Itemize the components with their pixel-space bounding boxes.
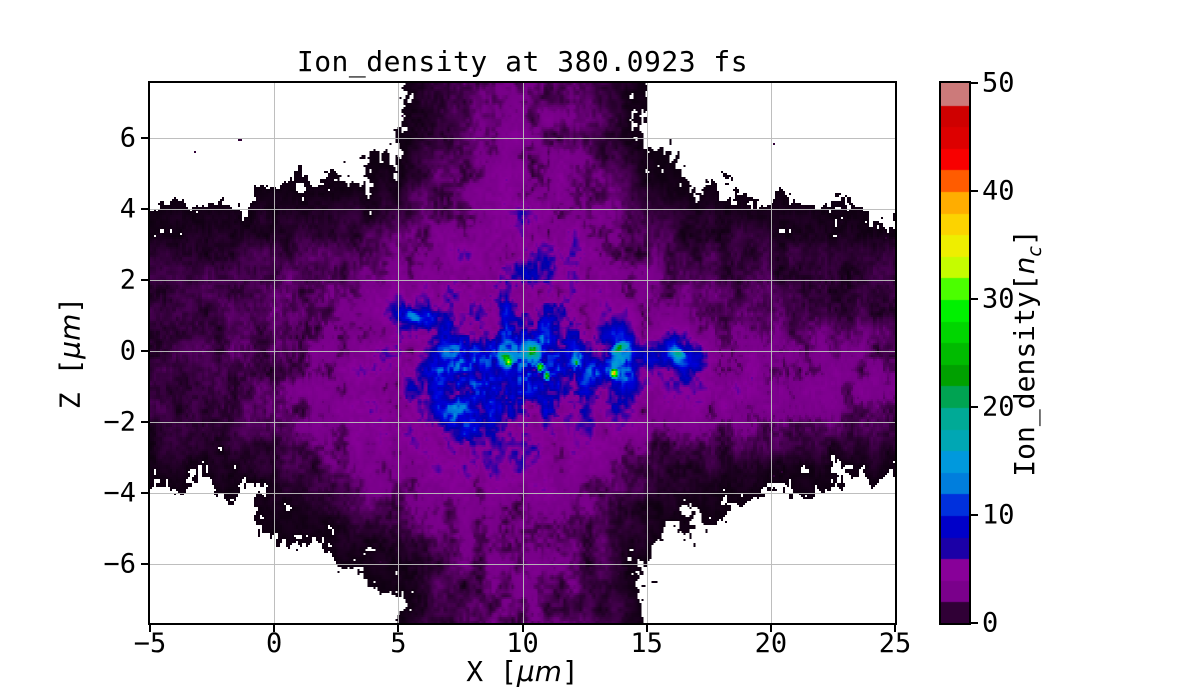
x-tick--5 [149, 625, 151, 632]
y-tick-0 [141, 350, 148, 353]
x-tick-label--5: −5 [133, 628, 167, 659]
x-axis-label-text: X [ [466, 655, 517, 688]
colorbar-label-text: Ion_density[ [1008, 274, 1042, 477]
x-tick-20 [769, 625, 772, 632]
y-axis-unit: μm [53, 313, 87, 359]
x-tick-5 [397, 625, 400, 632]
colorbar-tick-20 [971, 406, 978, 408]
colorbar-tick-40 [971, 190, 978, 192]
gridline-z-4 [150, 209, 895, 211]
colorbar-label: Ion_density[nc] [1008, 229, 1046, 476]
gridline-z--4 [150, 493, 895, 495]
colorbar-label-suffix: ] [1008, 229, 1042, 247]
colorbar-tick-label-30: 30 [982, 283, 1015, 315]
x-tick-10 [521, 625, 524, 632]
y-tick-label-2: 2 [119, 264, 136, 296]
y-tick-label--6: −6 [103, 548, 136, 580]
gridline-x-15 [646, 83, 648, 623]
x-tick-15 [645, 625, 648, 632]
colorbar-label-sub: c [1023, 246, 1046, 257]
gridline-z--6 [150, 564, 895, 566]
y-axis-label-suffix: ] [53, 296, 87, 314]
gridline-z-0 [150, 351, 895, 353]
y-tick-label--2: −2 [103, 406, 136, 438]
gridline-z-6 [150, 138, 895, 140]
y-tick--2 [141, 421, 148, 424]
y-tick-label--4: −4 [103, 477, 136, 509]
x-tick-label-10: 10 [506, 628, 539, 659]
x-axis-unit: μm [516, 655, 562, 688]
x-tick-label-0: 0 [266, 628, 283, 659]
colorbar-tick-label-10: 10 [982, 499, 1015, 531]
y-tick-label-4: 4 [119, 193, 136, 225]
colorbar-tick-0 [971, 622, 978, 624]
y-tick--4 [141, 492, 148, 495]
x-tick-label-20: 20 [754, 628, 788, 659]
colorbar [939, 81, 971, 625]
colorbar-tick-10 [971, 514, 978, 516]
x-axis-label: X [μm] [148, 655, 897, 688]
x-tick-label-25: 25 [878, 628, 912, 659]
y-tick-4 [141, 208, 148, 211]
gridline-x-20 [770, 83, 772, 623]
y-tick-label-0: 0 [119, 335, 136, 367]
y-tick-label-6: 6 [119, 122, 136, 154]
gridline-z--2 [150, 422, 895, 424]
colorbar-tick-50 [971, 82, 978, 84]
x-tick-25 [894, 625, 896, 632]
gridline-x-0 [274, 83, 276, 623]
colorbar-tick-30 [971, 298, 978, 300]
gridline-x-5 [398, 83, 400, 623]
gridline-x-10 [522, 83, 524, 623]
x-tick-label-5: 5 [390, 628, 407, 659]
colorbar-tick-label-40: 40 [982, 175, 1015, 207]
x-tick-label-15: 15 [630, 628, 663, 659]
colorbar-label-var: n [1008, 256, 1042, 275]
colorbar-tick-label-20: 20 [982, 391, 1015, 423]
colorbar-canvas [941, 83, 969, 623]
plot-area [148, 81, 897, 625]
y-tick-2 [141, 279, 148, 282]
colorbar-tick-label-0: 0 [982, 607, 999, 639]
colorbar-tick-label-50: 50 [982, 67, 1015, 99]
y-tick--6 [141, 563, 148, 566]
y-axis-label-text: Z [ [53, 358, 87, 410]
x-tick-0 [273, 625, 276, 632]
y-axis-label: Z [μm] [54, 297, 87, 410]
y-tick-6 [141, 137, 148, 140]
plot-title: Ion_density at 380.0923 fs [296, 45, 749, 78]
gridline-z-2 [150, 280, 895, 282]
x-axis-label-suffix: ] [561, 655, 579, 688]
